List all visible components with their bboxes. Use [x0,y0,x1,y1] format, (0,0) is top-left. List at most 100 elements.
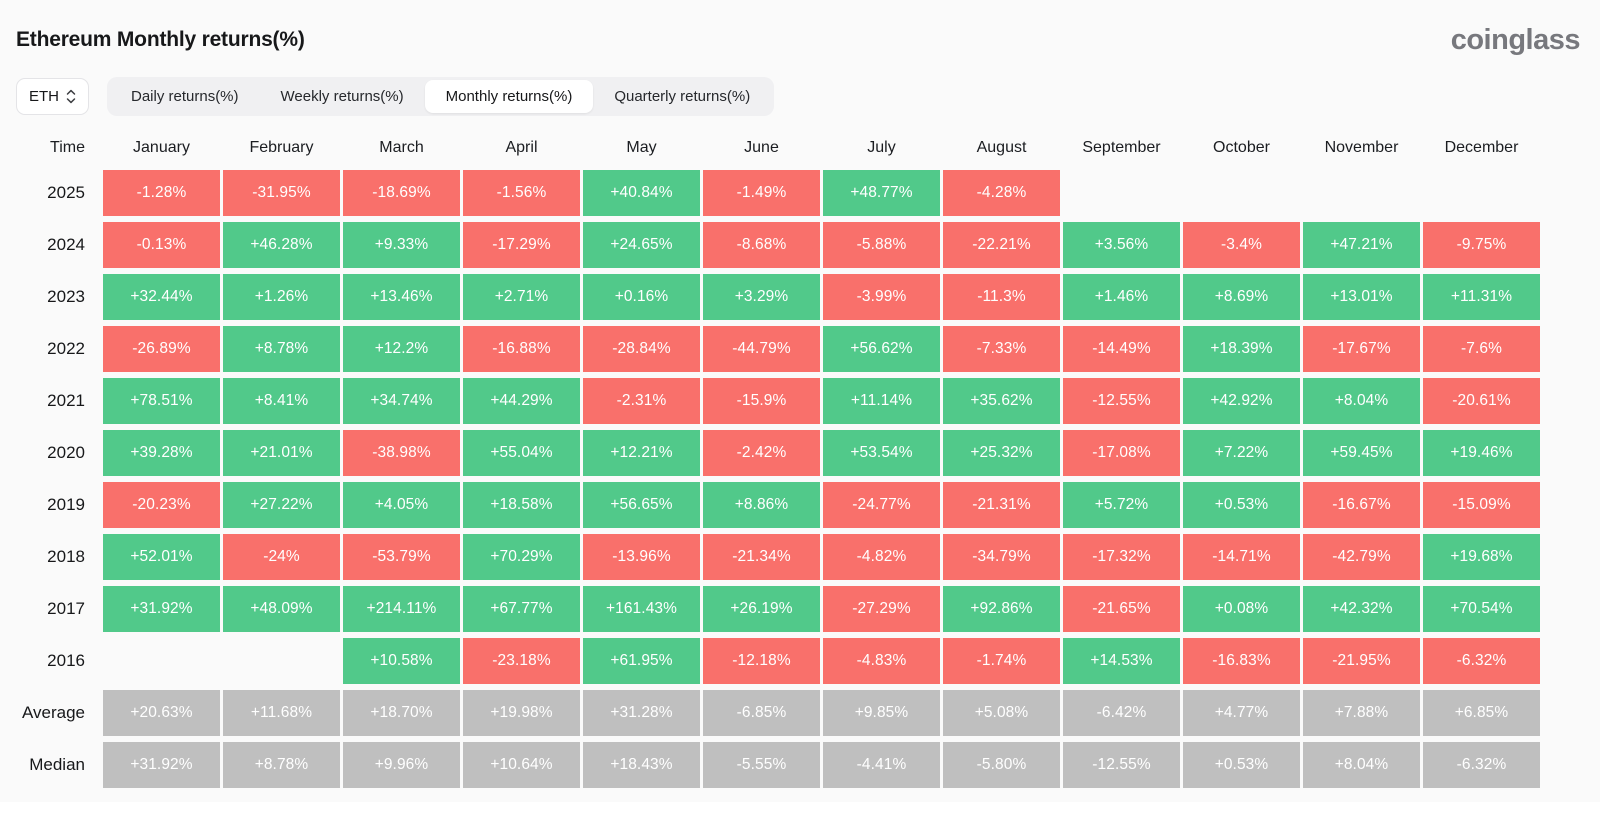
return-cell: +44.29% [463,378,580,424]
return-cell: -26.89% [103,326,220,372]
return-cell: -6.42% [1063,690,1180,736]
return-cell: +3.29% [703,274,820,320]
row-label-2018: 2018 [47,547,85,566]
return-cell: +12.21% [583,430,700,476]
return-cell: +19.98% [463,690,580,736]
return-cell: -1.74% [943,638,1060,684]
symbol-select[interactable]: ETH [16,77,89,115]
column-header-september: September [1082,139,1161,156]
return-cell: +8.41% [223,378,340,424]
topbar: Ethereum Monthly returns(%) coinglass [0,18,1600,62]
empty-cell [1183,170,1300,216]
return-cell: -5.80% [943,742,1060,788]
column-header-november: November [1324,139,1399,156]
return-cell: -8.68% [703,222,820,268]
return-cell: -16.67% [1303,482,1420,528]
return-cell: -11.3% [943,274,1060,320]
return-cell: +8.78% [223,326,340,372]
row-label-median: Median [29,755,85,774]
return-cell: -5.88% [823,222,940,268]
row-label-average: Average [21,703,85,722]
column-header-march: March [379,139,424,156]
return-cell: +56.62% [823,326,940,372]
return-cell: -12.55% [1063,742,1180,788]
return-cell: +10.64% [463,742,580,788]
tab-weekly-returns[interactable]: Weekly returns(%) [260,80,425,113]
return-cell: -4.28% [943,170,1060,216]
return-cell: +7.22% [1183,430,1300,476]
return-cell: +161.43% [583,586,700,632]
empty-cell [103,638,220,684]
return-cell: +9.33% [343,222,460,268]
empty-cell [1063,170,1180,216]
return-cell: -16.83% [1183,638,1300,684]
return-cell: +19.68% [1423,534,1540,580]
row-label-2016: 2016 [47,651,85,670]
column-header-december: December [1444,139,1519,156]
returns-tabbar: Daily returns(%) Weekly returns(%) Monthly… [107,76,775,116]
return-cell: +35.62% [943,378,1060,424]
return-cell: -31.95% [223,170,340,216]
row-label-2025: 2025 [47,183,85,202]
return-cell: -53.79% [343,534,460,580]
return-cell: +8.78% [223,742,340,788]
return-cell: +53.54% [823,430,940,476]
return-cell: -1.28% [103,170,220,216]
return-cell: -6.32% [1423,638,1540,684]
row-label-2022: 2022 [47,339,85,358]
return-cell: -42.79% [1303,534,1420,580]
return-cell: +5.72% [1063,482,1180,528]
row-label-2021: 2021 [47,391,85,410]
page: Ethereum Monthly returns(%) coinglass ET… [0,18,1600,788]
return-cell: +70.29% [463,534,580,580]
return-cell: +0.53% [1183,482,1300,528]
column-header-october: October [1213,139,1270,156]
return-cell: -5.55% [703,742,820,788]
return-cell: -24.77% [823,482,940,528]
return-cell: +48.77% [823,170,940,216]
return-cell: -4.83% [823,638,940,684]
return-cell: +6.85% [1423,690,1540,736]
controls-row: ETH Daily returns(%) Weekly returns(%) Mon… [16,76,1600,116]
return-cell: +8.04% [1303,378,1420,424]
return-cell: +2.71% [463,274,580,320]
return-cell: +5.08% [943,690,1060,736]
return-cell: +13.46% [343,274,460,320]
returns-table: Time January February March April May June July… [14,132,1540,788]
return-cell: +40.84% [583,170,700,216]
column-header-january: January [133,139,190,156]
return-cell: -1.49% [703,170,820,216]
return-cell: -17.29% [463,222,580,268]
return-cell: +70.54% [1423,586,1540,632]
return-cell: -15.9% [703,378,820,424]
return-cell: -38.98% [343,430,460,476]
return-cell: +0.53% [1183,742,1300,788]
return-cell: +14.53% [1063,638,1180,684]
tab-quarterly-returns[interactable]: Quarterly returns(%) [593,80,771,113]
column-header-may: May [626,139,657,156]
empty-cell [223,638,340,684]
return-cell: -17.08% [1063,430,1180,476]
return-cell: +48.09% [223,586,340,632]
return-cell: +56.65% [583,482,700,528]
return-cell: +1.46% [1063,274,1180,320]
return-cell: +21.01% [223,430,340,476]
return-cell: -28.84% [583,326,700,372]
return-cell: -14.71% [1183,534,1300,580]
return-cell: +59.45% [1303,430,1420,476]
tab-monthly-returns[interactable]: Monthly returns(%) [424,79,594,113]
return-cell: -3.4% [1183,222,1300,268]
return-cell: +61.95% [583,638,700,684]
return-cell: -16.88% [463,326,580,372]
return-cell: +4.77% [1183,690,1300,736]
coinglass-logo[interactable]: coinglass [1450,23,1581,56]
return-cell: -22.21% [943,222,1060,268]
return-cell: +47.21% [1303,222,1420,268]
return-cell: +1.26% [223,274,340,320]
return-cell: +8.86% [703,482,820,528]
return-cell: +18.39% [1183,326,1300,372]
column-header-april: April [505,139,538,156]
tab-daily-returns[interactable]: Daily returns(%) [110,80,260,113]
return-cell: +42.32% [1303,586,1420,632]
return-cell: +0.16% [583,274,700,320]
